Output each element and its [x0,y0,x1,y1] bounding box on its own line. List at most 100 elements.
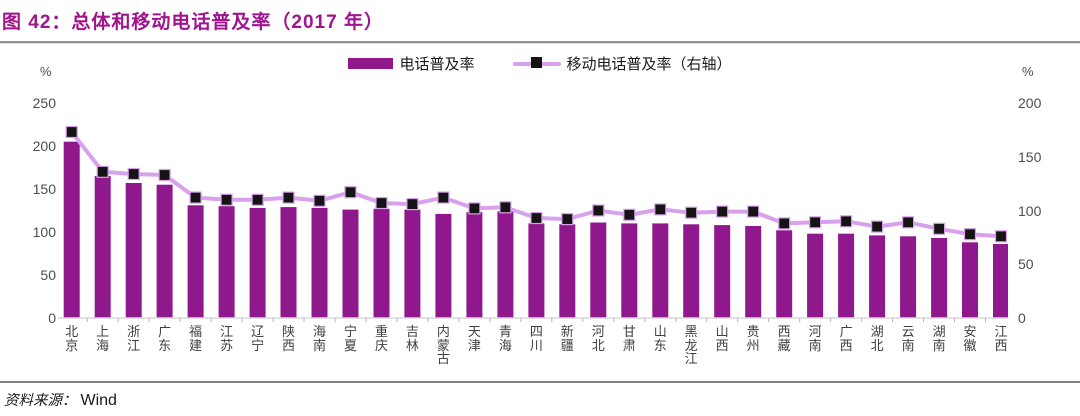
x-label-湖南: 湖 南 [932,324,946,353]
bar-广西 [838,233,855,318]
left-axis-unit: % [40,64,52,79]
marker-西藏 [778,217,791,230]
x-label-山东: 山 东 [653,324,667,353]
bar-福建 [187,205,204,318]
left-tick-50: 50 [40,267,56,283]
bar-广东 [156,184,173,318]
x-label-云南: 云 南 [901,324,915,353]
chart-plot-area [58,125,1008,322]
bar-河北 [590,222,607,318]
marker-陕西 [282,191,295,204]
x-label-山西: 山 西 [715,324,729,353]
marker-宁夏 [344,186,357,199]
source-value: Wind [80,392,117,409]
right-tick-50: 50 [1018,256,1034,273]
marker-山西 [716,205,729,218]
marker-江西 [994,230,1008,243]
x-label-吉林: 吉 林 [405,324,419,353]
x-label-甘肃: 甘 肃 [622,324,636,353]
marker-黑龙江 [685,206,698,219]
marker-安徽 [963,228,977,241]
bar-湖北 [869,235,886,318]
x-label-海南: 海 南 [312,324,326,353]
x-label-陕西: 陕 西 [281,324,295,353]
bar-山东 [652,223,669,318]
source-label: 资料来源： [4,393,77,409]
legend-item-line-label: 移动电话普及率（右轴） [566,55,732,73]
x-label-广西: 广 西 [839,324,853,353]
bar-安徽 [962,242,978,318]
marker-湖南 [932,222,946,235]
x-label-广东: 广 东 [158,324,172,353]
left-tick-150: 150 [32,181,56,197]
marker-天津 [468,202,481,215]
line-series-swatch [512,57,561,69]
bar-series-swatch [348,57,394,69]
right-tick-100: 100 [1018,202,1042,219]
marker-山东 [654,203,667,216]
x-label-浙江: 浙 江 [127,324,141,353]
x-label-湖北: 湖 北 [870,324,884,353]
bar-云南 [900,236,917,318]
right-axis-unit: % [1022,64,1034,79]
x-label-上海: 上 海 [96,324,110,353]
bar-四川 [528,223,545,318]
marker-福建 [189,191,202,204]
bar-湖南 [931,238,948,318]
bar-江西 [993,244,1008,318]
marker-河北 [592,204,605,217]
left-tick-200: 200 [32,138,56,154]
marker-河南 [808,216,822,229]
bar-陕西 [280,207,297,318]
x-label-青海: 青 海 [498,324,512,353]
bar-上海 [94,176,111,318]
x-axis-labels: 北 京 上 海 浙 江 广 东 福 建 江 苏 辽 宁 陕 西 海 南 宁 夏 重 庆 吉 林 内 蒙 … [58,325,1008,377]
bar-山西 [714,225,731,318]
bar-河南 [807,233,824,318]
marker-贵州 [747,205,760,218]
bar-天津 [466,212,483,318]
bar-重庆 [373,208,390,318]
marker-上海 [96,165,109,178]
marker-北京 [65,125,78,139]
x-label-河北: 河 北 [591,324,605,353]
x-label-贵州: 贵 州 [746,324,760,353]
bar-吉林 [404,209,421,318]
chart-legend: 电话普及率 移动电话普及率（右轴） [0,50,1080,76]
x-label-辽宁: 辽 宁 [251,324,265,353]
x-label-北京: 北 京 [65,324,79,353]
x-label-福建: 福 建 [189,324,203,353]
marker-浙江 [127,167,140,181]
x-label-河南: 河 南 [808,324,822,353]
legend-item-bar-label: 电话普及率 [399,55,475,73]
marker-海南 [313,194,326,207]
bar-北京 [63,141,80,318]
bar-西藏 [776,230,793,318]
x-label-内蒙古: 内 蒙 古 [436,324,450,366]
x-label-江苏: 江 苏 [220,324,234,353]
left-tick-100: 100 [32,224,56,240]
legend-item-bar: 电话普及率 [348,53,475,74]
bar-宁夏 [342,209,359,318]
bar-辽宁 [249,207,266,318]
footer-divider [0,381,1080,383]
line-swatch-marker-icon [530,57,542,68]
marker-新疆 [561,212,574,226]
marker-广西 [839,215,853,228]
marker-广东 [158,168,171,182]
x-label-四川: 四 川 [529,324,543,353]
marker-吉林 [406,197,419,211]
source-line: 资料来源： Wind [4,389,117,410]
x-label-黑龙江: 黑 龙 江 [684,324,698,366]
x-label-安徽: 安 徽 [963,324,977,353]
bar-青海 [497,211,514,318]
bar-新疆 [559,224,576,318]
marker-重庆 [375,196,388,210]
marker-四川 [530,211,543,225]
bar-甘肃 [621,223,638,318]
marker-湖北 [870,220,884,233]
x-label-西藏: 西 藏 [777,324,791,353]
marker-青海 [499,201,512,214]
bar-海南 [311,207,328,318]
right-tick-0: 0 [1018,310,1026,326]
